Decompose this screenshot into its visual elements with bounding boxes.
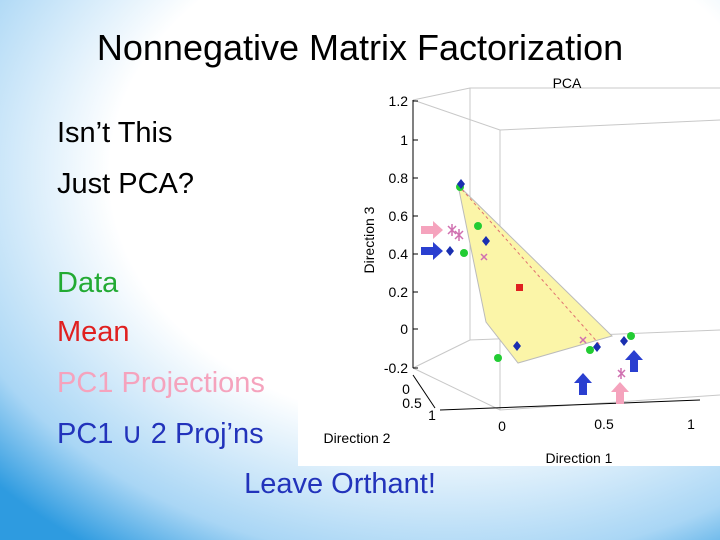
x-tick-label: 1 <box>687 416 695 432</box>
mean-point <box>516 284 523 291</box>
y-axis-label: Direction 2 <box>324 430 391 446</box>
figure-title: PCA <box>553 75 582 91</box>
arrow <box>574 373 592 395</box>
axis-box <box>412 87 720 411</box>
arrow <box>421 221 443 239</box>
y-axis <box>412 374 436 409</box>
y-tick-label: 1 <box>428 407 436 423</box>
z-axis-label: Direction 3 <box>361 206 377 273</box>
bullet-text: Isn’t This <box>57 117 173 149</box>
z-tick-label: -0.2 <box>384 360 408 376</box>
z-tick-label: 0.8 <box>389 170 409 186</box>
z-tick-label: 1.2 <box>389 93 409 109</box>
x-tick-label: 0 <box>498 418 506 434</box>
pc1-points <box>447 224 626 379</box>
arrow <box>611 382 629 404</box>
bullet-text: PC1 ∪ 2 Proj’ns <box>57 418 264 450</box>
y-tick-label: 0.5 <box>402 395 422 411</box>
z-tick-marks <box>413 100 418 369</box>
x-axis-label: Direction 1 <box>546 450 613 466</box>
slide-title: Nonnegative Matrix Factorization <box>97 27 623 68</box>
z-tick-label: 0.4 <box>389 246 409 262</box>
bullet-text: PC1 Projections <box>57 367 265 399</box>
y-tick-label: 0 <box>402 381 410 397</box>
projection-points <box>446 179 628 352</box>
x-tick-label: 0.5 <box>594 416 614 432</box>
footer-text: Leave Orthant! <box>244 468 436 500</box>
x-axis <box>439 399 701 411</box>
arrow <box>625 350 643 372</box>
z-tick-label: 0.2 <box>389 284 409 300</box>
z-tick-label: 0.6 <box>389 208 409 224</box>
bullet-text: Data <box>57 267 119 299</box>
z-tick-label: 1 <box>400 132 408 148</box>
figure: PCA Direction 3 Direction 2 Direction 1 … <box>298 72 720 466</box>
pc-plane <box>457 183 613 364</box>
bullet-text: Mean <box>57 316 130 348</box>
z-tick-label: 0 <box>400 321 408 337</box>
bullet-text: Just PCA? <box>57 168 194 200</box>
arrow <box>421 242 443 260</box>
